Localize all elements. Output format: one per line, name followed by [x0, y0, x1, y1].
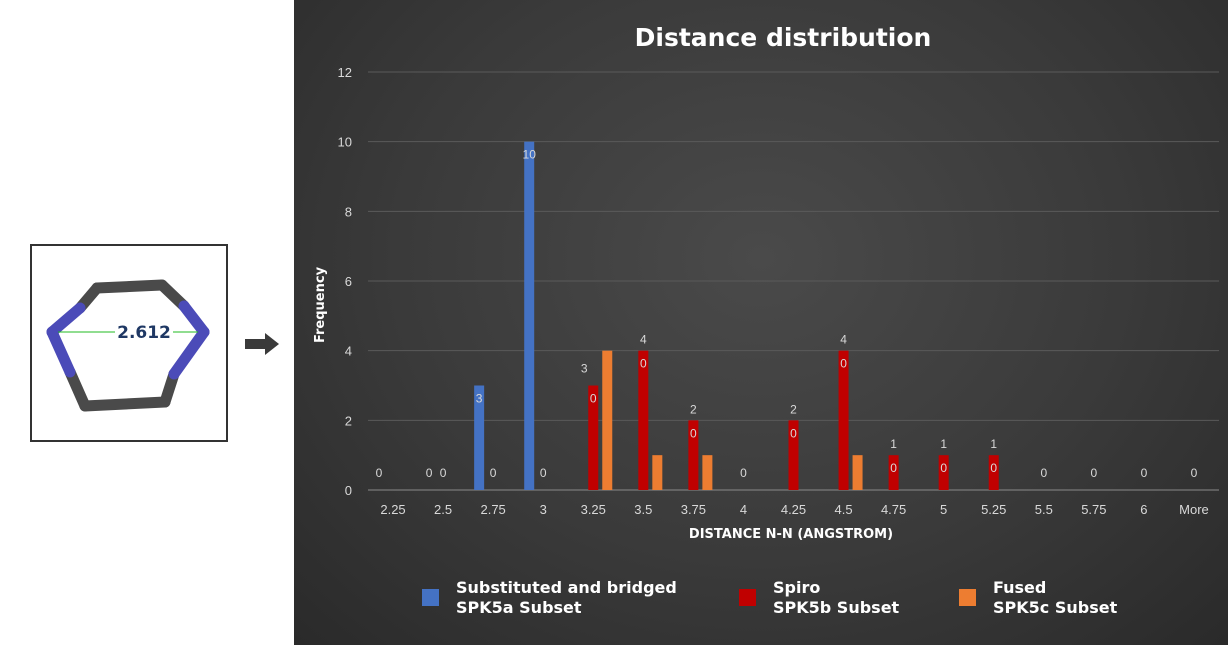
- data-label: 0: [990, 461, 997, 475]
- bar: [524, 141, 535, 490]
- molecule-svg: 2.612: [46, 279, 210, 412]
- data-label: 0: [740, 466, 747, 480]
- bar: [852, 455, 863, 490]
- y-tick-label: 2: [345, 413, 352, 428]
- legend-swatch: [739, 589, 756, 606]
- x-tick-label: 4.5: [835, 502, 853, 517]
- x-tick-label: 3.5: [634, 502, 652, 517]
- x-tick-label: 5.5: [1035, 502, 1053, 517]
- distance-label-bg: [115, 322, 173, 342]
- bar: [688, 420, 699, 490]
- y-tick-label: 8: [345, 204, 352, 219]
- x-tick-label: 6: [1140, 502, 1147, 517]
- x-tick-label: 5: [940, 502, 947, 517]
- bar: [938, 455, 949, 490]
- x-tick-label: 5.75: [1081, 502, 1106, 517]
- data-label: 0: [1091, 466, 1098, 480]
- chart-title: Distance distribution: [635, 23, 932, 52]
- data-label: 0: [490, 466, 497, 480]
- data-label: 3: [581, 362, 588, 376]
- x-tick-label: 3.75: [681, 502, 706, 517]
- x-tick-label: 4.75: [881, 502, 906, 517]
- bar: [652, 455, 663, 490]
- x-tick-label: 4: [740, 502, 747, 517]
- y-tick-label: 10: [338, 135, 352, 150]
- data-label: 4: [640, 333, 647, 347]
- carbon-bonds: [64, 279, 190, 412]
- x-tick-label: 3: [540, 502, 547, 517]
- bar: [838, 350, 849, 490]
- data-label: 0: [890, 461, 897, 475]
- bar: [988, 455, 999, 490]
- data-label: 10: [523, 148, 537, 162]
- data-label: 0: [1141, 466, 1148, 480]
- data-label: 3: [476, 392, 483, 406]
- distance-label: 2.612: [117, 323, 171, 343]
- bar: [888, 455, 899, 490]
- data-label: 0: [440, 466, 447, 480]
- bar: [638, 350, 649, 490]
- x-tick-label: 2.5: [434, 502, 452, 517]
- data-label: 0: [640, 357, 647, 371]
- x-tick-label: 3.25: [581, 502, 606, 517]
- x-axis-title: DISTANCE N-N (ANGSTROM): [689, 527, 893, 542]
- x-tick-label: 2.75: [480, 502, 505, 517]
- legend-label: Substituted and bridged: [456, 578, 677, 597]
- legend-label: SPK5a Subset: [456, 598, 582, 617]
- y-axis-title: Frequency: [313, 266, 328, 343]
- y-tick-label: 0: [345, 483, 352, 498]
- data-label: 0: [426, 466, 433, 480]
- data-label: 0: [1191, 466, 1198, 480]
- y-tick-label: 6: [345, 274, 352, 289]
- x-tick-label: 4.25: [781, 502, 806, 517]
- legend-swatch: [959, 589, 976, 606]
- x-tick-label: 2.25: [380, 502, 405, 517]
- y-tick-label: 12: [338, 65, 352, 80]
- data-label: 2: [690, 402, 697, 416]
- data-label: 0: [590, 392, 597, 406]
- data-label: 0: [1040, 466, 1047, 480]
- legend-label: Fused: [993, 578, 1046, 597]
- x-tick-label: More: [1179, 502, 1209, 517]
- data-label: 0: [840, 357, 847, 371]
- data-label: 1: [890, 437, 897, 451]
- data-label: 4: [840, 333, 847, 347]
- data-label: 0: [790, 426, 797, 440]
- legend-swatch: [422, 589, 439, 606]
- bar: [602, 350, 613, 490]
- legend-label: SPK5b Subset: [773, 598, 900, 617]
- legend-label: SPK5c Subset: [993, 598, 1118, 617]
- nitrogen-bonds: [46, 300, 210, 380]
- bar: [588, 385, 599, 490]
- data-label: 2: [790, 402, 797, 416]
- data-label: 1: [990, 437, 997, 451]
- chart-panel: Distance distribution 0 2 4 6 8 10 12 2.25 2.5 2.…: [294, 0, 1228, 645]
- data-label: 0: [940, 461, 947, 475]
- molecule-diagram: 2.612: [30, 244, 228, 442]
- bar: [474, 385, 485, 490]
- bar: [702, 455, 713, 490]
- data-label: 0: [690, 426, 697, 440]
- y-tick-label: 4: [345, 344, 352, 359]
- data-label: 0: [376, 466, 383, 480]
- data-label: 0: [540, 466, 547, 480]
- data-label: 1: [940, 437, 947, 451]
- legend-label: Spiro: [773, 578, 820, 597]
- bar: [788, 420, 799, 490]
- right-arrow-icon: [245, 333, 279, 355]
- x-tick-label: 5.25: [981, 502, 1006, 517]
